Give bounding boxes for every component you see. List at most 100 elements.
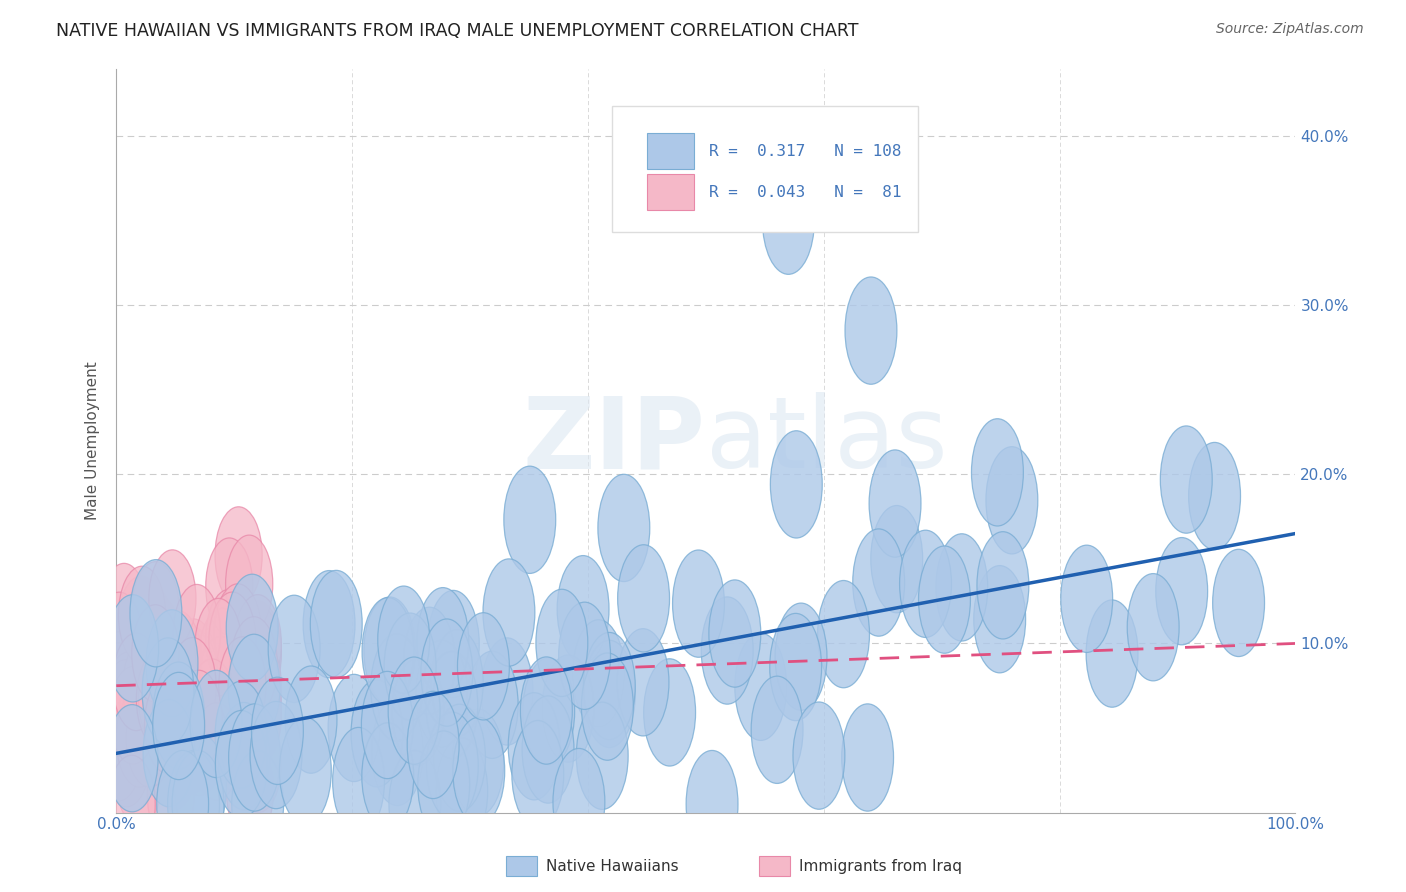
Ellipse shape (118, 566, 166, 664)
Ellipse shape (229, 704, 281, 811)
Ellipse shape (553, 748, 605, 855)
Ellipse shape (100, 564, 148, 661)
Ellipse shape (96, 592, 143, 690)
Ellipse shape (751, 676, 803, 783)
Ellipse shape (186, 688, 232, 786)
Ellipse shape (170, 619, 217, 716)
Ellipse shape (1160, 425, 1212, 533)
Ellipse shape (986, 447, 1038, 554)
Ellipse shape (153, 681, 201, 779)
Ellipse shape (108, 756, 155, 853)
Ellipse shape (188, 659, 236, 756)
Ellipse shape (250, 701, 302, 809)
Text: ZIP: ZIP (523, 392, 706, 489)
Ellipse shape (433, 704, 485, 812)
Ellipse shape (484, 559, 534, 666)
Ellipse shape (235, 606, 281, 703)
Ellipse shape (972, 418, 1024, 526)
Ellipse shape (195, 599, 242, 696)
Ellipse shape (107, 595, 159, 702)
Ellipse shape (226, 574, 278, 681)
Ellipse shape (172, 750, 224, 858)
Ellipse shape (644, 659, 696, 766)
Ellipse shape (160, 673, 207, 772)
Ellipse shape (522, 696, 574, 803)
Ellipse shape (190, 670, 242, 778)
Ellipse shape (173, 584, 221, 682)
Ellipse shape (212, 671, 260, 769)
Ellipse shape (870, 506, 922, 613)
Ellipse shape (427, 591, 479, 698)
Ellipse shape (363, 598, 413, 705)
Ellipse shape (388, 657, 440, 764)
Ellipse shape (117, 690, 163, 788)
Ellipse shape (110, 666, 156, 764)
Ellipse shape (508, 693, 560, 800)
Ellipse shape (96, 643, 142, 740)
Ellipse shape (280, 717, 332, 824)
Ellipse shape (1156, 538, 1208, 645)
Ellipse shape (775, 603, 827, 710)
Ellipse shape (129, 559, 181, 667)
Ellipse shape (333, 727, 384, 835)
Text: R =  0.317   N = 108: R = 0.317 N = 108 (710, 144, 901, 159)
Ellipse shape (735, 633, 787, 740)
Ellipse shape (328, 674, 380, 781)
Ellipse shape (769, 614, 821, 721)
Ellipse shape (853, 529, 904, 636)
Ellipse shape (156, 750, 208, 858)
Ellipse shape (686, 750, 738, 858)
Ellipse shape (252, 677, 304, 784)
Ellipse shape (145, 676, 191, 773)
Ellipse shape (153, 662, 204, 769)
Ellipse shape (156, 632, 202, 731)
Ellipse shape (226, 743, 274, 840)
Ellipse shape (96, 632, 142, 730)
Ellipse shape (311, 570, 363, 678)
Ellipse shape (583, 640, 636, 747)
Ellipse shape (170, 695, 217, 792)
Ellipse shape (451, 709, 503, 816)
Ellipse shape (166, 626, 214, 723)
Ellipse shape (205, 590, 253, 687)
Ellipse shape (176, 698, 222, 796)
Ellipse shape (512, 721, 564, 828)
Ellipse shape (142, 638, 194, 745)
Ellipse shape (361, 723, 413, 830)
Ellipse shape (127, 690, 173, 788)
Bar (647, 133, 695, 169)
Ellipse shape (228, 634, 280, 741)
Ellipse shape (174, 670, 222, 768)
Ellipse shape (503, 467, 555, 574)
Ellipse shape (617, 629, 669, 736)
Ellipse shape (169, 638, 217, 735)
Ellipse shape (536, 590, 588, 697)
Ellipse shape (214, 584, 262, 681)
Ellipse shape (152, 665, 200, 763)
Ellipse shape (141, 628, 187, 725)
Ellipse shape (416, 640, 468, 747)
Ellipse shape (1212, 549, 1264, 657)
Ellipse shape (869, 450, 921, 558)
Ellipse shape (457, 613, 509, 720)
Ellipse shape (1188, 442, 1240, 549)
Ellipse shape (793, 702, 845, 809)
Ellipse shape (845, 277, 897, 384)
Ellipse shape (190, 676, 238, 773)
Ellipse shape (150, 712, 197, 810)
Ellipse shape (918, 546, 970, 653)
Ellipse shape (96, 643, 142, 741)
Ellipse shape (170, 628, 218, 725)
Ellipse shape (235, 601, 281, 698)
Ellipse shape (135, 596, 181, 694)
Ellipse shape (132, 605, 179, 702)
Ellipse shape (582, 653, 633, 760)
Ellipse shape (215, 681, 267, 789)
Ellipse shape (371, 698, 423, 805)
Ellipse shape (105, 652, 152, 749)
Ellipse shape (129, 615, 176, 714)
Ellipse shape (96, 704, 142, 801)
Ellipse shape (235, 595, 281, 692)
Ellipse shape (467, 651, 519, 758)
Ellipse shape (198, 608, 246, 706)
